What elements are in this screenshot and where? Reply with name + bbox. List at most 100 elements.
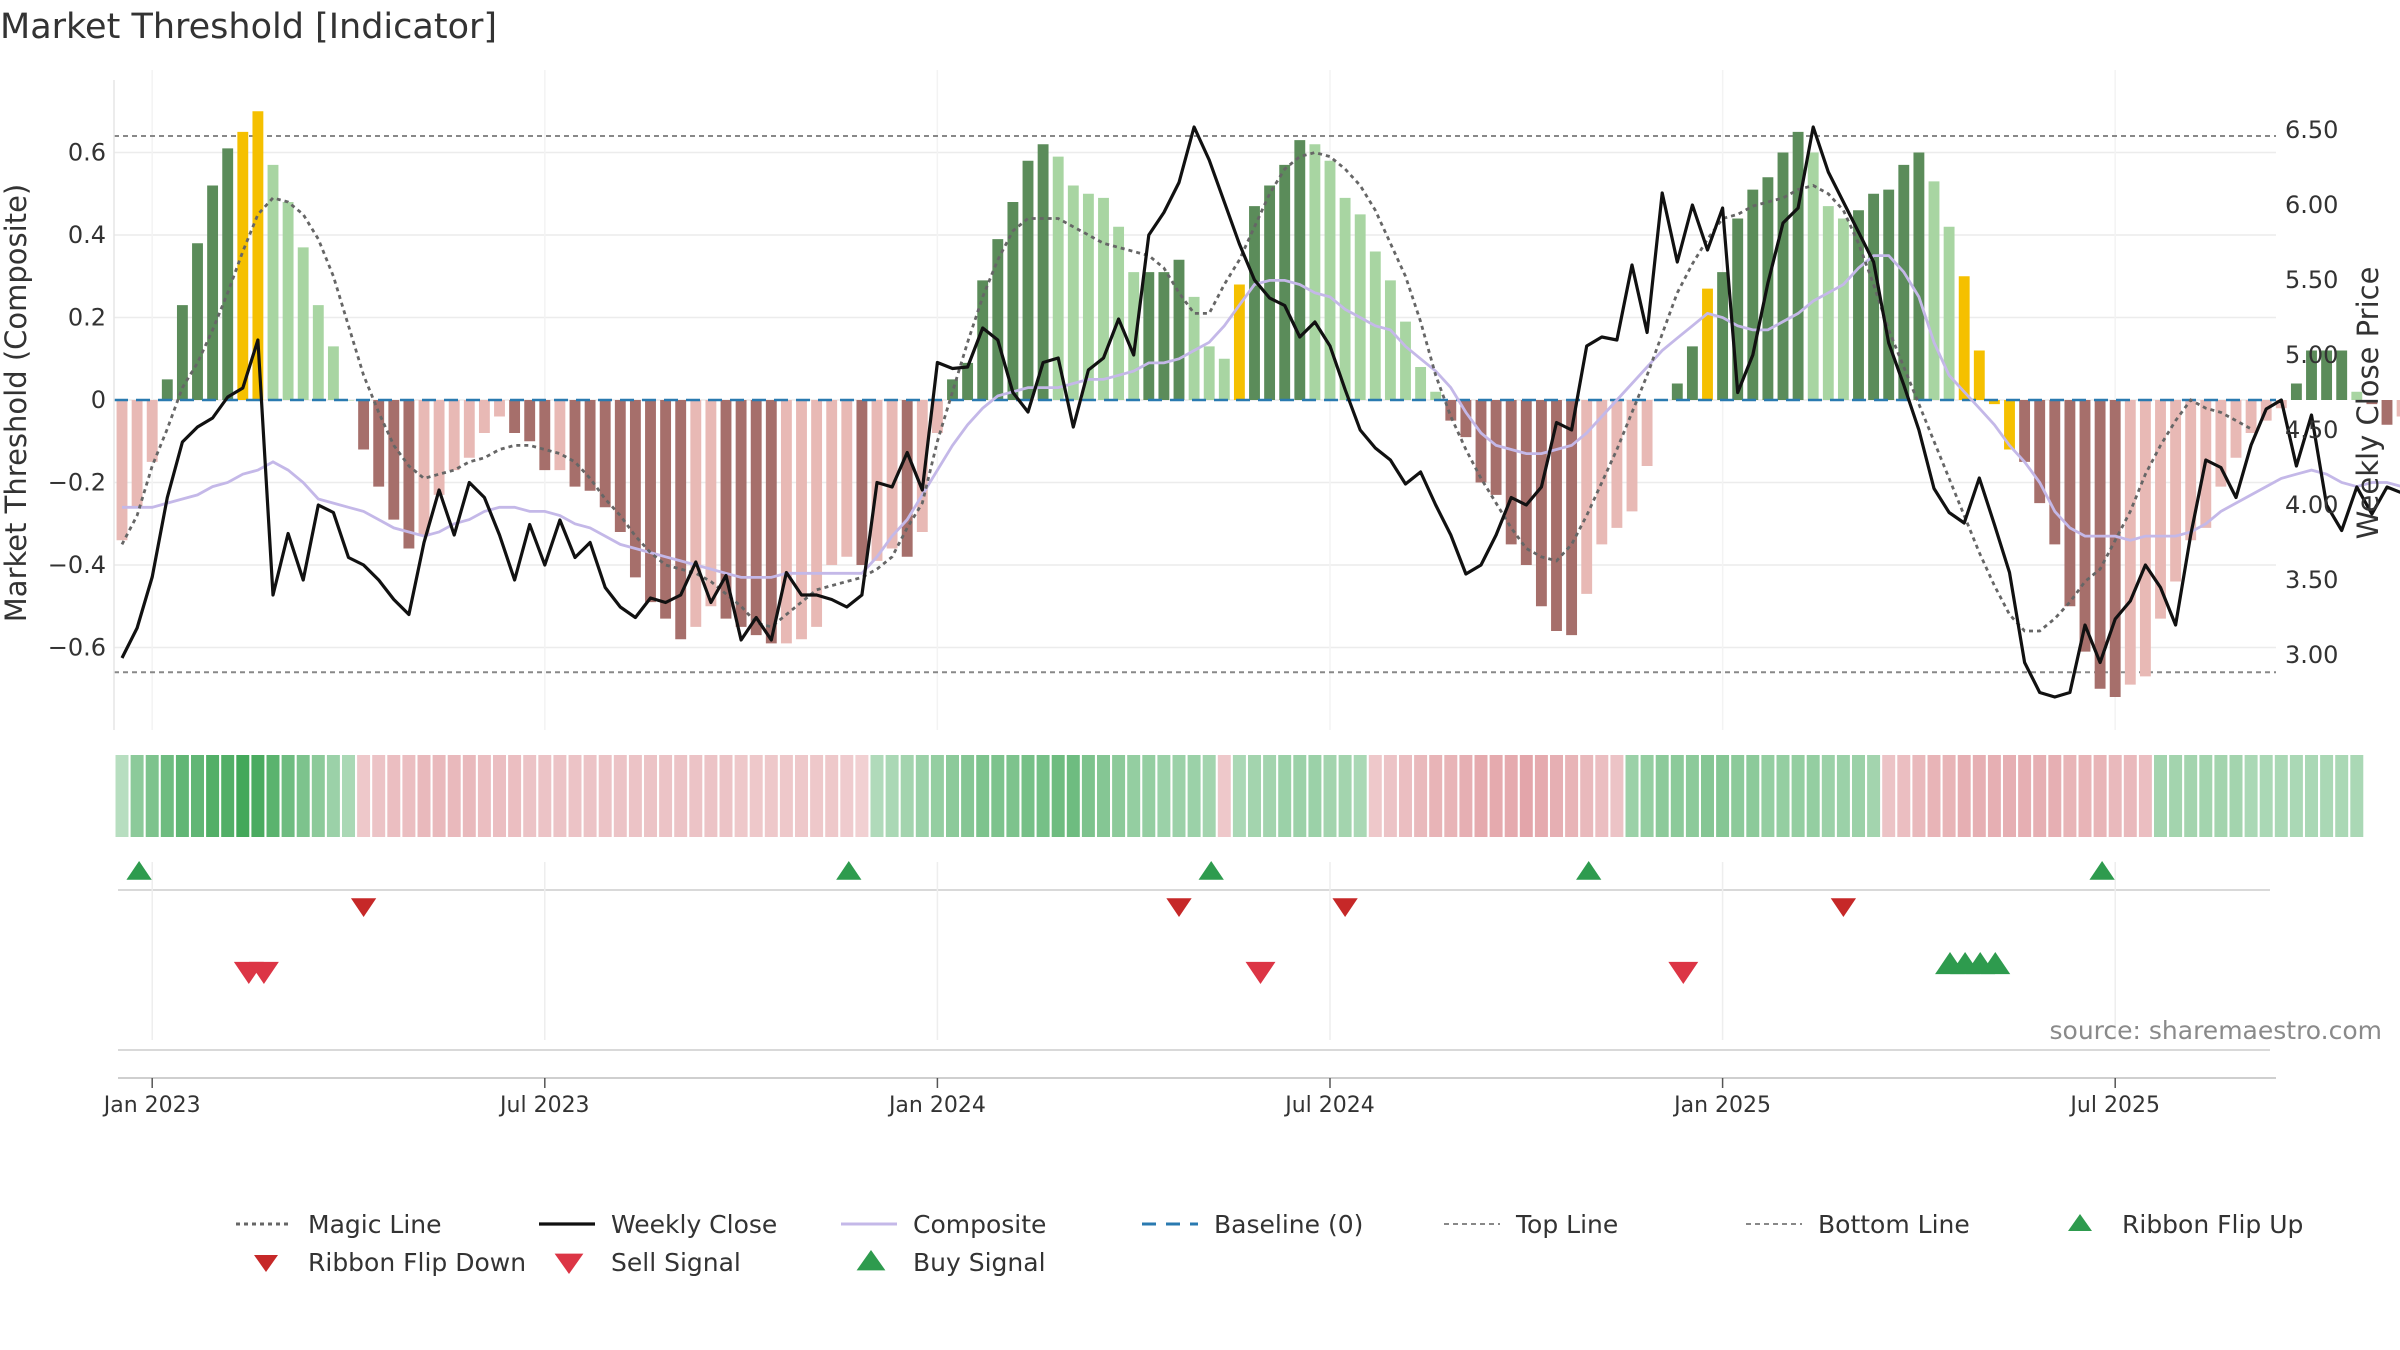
- ribbon-cell: [1731, 755, 1745, 837]
- ribbon-cell: [2154, 755, 2167, 837]
- composite-bar: [312, 305, 324, 400]
- composite-bar: [2336, 350, 2348, 400]
- ribbon-cell: [2033, 755, 2047, 837]
- composite-bar: [1188, 296, 1200, 400]
- legend-item: Baseline (0): [1142, 1210, 1363, 1239]
- ribbon-cell: [568, 755, 582, 837]
- ribbon-cell: [1187, 755, 1201, 837]
- ribbon-cell: [1489, 755, 1503, 837]
- ribbon-cell: [1882, 755, 1896, 837]
- y-tick-label: 0: [91, 386, 106, 414]
- ribbon-cell: [1097, 755, 1110, 837]
- y-tick-label: −0.4: [48, 551, 106, 579]
- legend-swatch: [2068, 1214, 2092, 1231]
- ribbon-cell: [1595, 755, 1609, 837]
- x-tick-label: Jan 2023: [102, 1093, 201, 1118]
- composite-bar: [1294, 140, 1306, 400]
- composite-bar: [2049, 400, 2061, 545]
- ribbon-cell: [1474, 755, 1488, 837]
- ribbon-cell: [1202, 755, 1216, 837]
- ribbon-cell: [130, 755, 144, 837]
- ribbon-cell: [749, 755, 763, 837]
- composite-bar: [1520, 400, 1532, 565]
- x-tick-label: Jul 2023: [498, 1093, 590, 1118]
- composite-bar: [1082, 193, 1094, 400]
- composite-bar: [252, 111, 264, 400]
- ribbon-cell: [2093, 755, 2107, 837]
- ribbon-cell: [598, 755, 612, 837]
- legend-label: Weekly Close: [611, 1210, 777, 1239]
- composite-bar: [1384, 280, 1396, 400]
- ribbon-cell: [1550, 755, 1563, 837]
- ribbon-cell: [508, 755, 522, 837]
- ribbon-cell: [1444, 755, 1458, 837]
- ribbon-cell: [553, 755, 567, 837]
- y2-tick-label: 3.00: [2285, 641, 2338, 669]
- ribbon-cell: [764, 755, 778, 837]
- composite-bar: [207, 185, 219, 400]
- composite-bar: [931, 400, 943, 433]
- composite-bar: [2245, 400, 2257, 433]
- ribbon-cell: [387, 755, 401, 837]
- ribbon-cell: [1278, 755, 1292, 837]
- composite-bar: [569, 400, 581, 487]
- ribbon-cell: [2078, 755, 2092, 837]
- legend-label: Baseline (0): [1214, 1210, 1363, 1239]
- ribbon-cell: [1338, 755, 1352, 837]
- ribbon-cell: [1081, 755, 1095, 837]
- composite-bar: [222, 148, 234, 400]
- ribbon-flip-down-marker: [350, 898, 377, 917]
- ribbon-cell: [870, 755, 884, 837]
- composite-bar: [524, 400, 536, 442]
- ribbon-cell: [1429, 755, 1443, 837]
- chart-title: Market Threshold [Indicator]: [0, 7, 497, 47]
- ribbon-cell: [946, 755, 959, 837]
- ribbon-cell: [991, 755, 1005, 837]
- ribbon-cell: [1263, 755, 1277, 837]
- ribbon-cell: [477, 755, 491, 837]
- composite-bar: [1807, 152, 1819, 400]
- ribbon-cell: [281, 755, 295, 837]
- composite-bar: [614, 400, 626, 532]
- y2-axis-label: Weekly Close Price: [2351, 267, 2385, 540]
- ribbon-flip-up-marker: [1198, 861, 1224, 880]
- right-axis: 3.00 3.50 4.00 4.50 5.00 5.50 6.00 6.50: [2285, 116, 2338, 669]
- composite-bar: [1158, 272, 1170, 400]
- legend: Magic Line Weekly Close Composite Baseline …: [236, 1210, 2303, 1277]
- legend-label: Magic Line: [308, 1210, 442, 1239]
- ribbon-cell: [1821, 755, 1835, 837]
- ribbon-cell: [1670, 755, 1684, 837]
- composite-bar: [1309, 144, 1321, 400]
- ribbon-cell: [2199, 755, 2213, 837]
- composite-bar: [1928, 181, 1940, 400]
- magic-line: [120, 151, 2252, 633]
- ribbon-flip-down-marker: [1166, 898, 1192, 917]
- composite-bar: [1430, 391, 1442, 400]
- ribbon-cell: [2214, 755, 2228, 837]
- legend-item: Top Line: [1444, 1210, 1618, 1239]
- composite-bar: [1022, 160, 1034, 400]
- ribbon-cell: [311, 755, 325, 837]
- composite-bar: [343, 400, 354, 401]
- ribbon-cell: [447, 755, 461, 837]
- composite-bar: [1958, 276, 1970, 400]
- composite-bar: [2215, 400, 2227, 487]
- composite-bar: [494, 400, 505, 417]
- ribbon-flip-down-marker: [1830, 898, 1857, 917]
- composite-bar: [448, 400, 460, 471]
- composite-line: [122, 254, 2400, 579]
- ribbon-cell: [1610, 755, 1624, 837]
- x-tick-label: Jul 2025: [2068, 1093, 2160, 1118]
- ribbon-cell: [2259, 755, 2273, 837]
- ribbon-cell: [734, 755, 748, 837]
- ribbon-cell: [1987, 755, 2001, 837]
- x-axis: Jan 2023 Jul 2023 Jan 2024 Jul 2024 Jan 2025…: [102, 1077, 2276, 1118]
- composite-bar: [1445, 400, 1457, 421]
- composite-bar: [841, 400, 853, 557]
- composite-bar: [1324, 160, 1336, 400]
- composite-bar: [1611, 400, 1623, 528]
- ribbon-cell: [1308, 755, 1322, 837]
- ribbon-cell: [1217, 755, 1231, 837]
- ribbon-cell: [644, 755, 657, 837]
- y-tick-label: −0.6: [48, 634, 106, 662]
